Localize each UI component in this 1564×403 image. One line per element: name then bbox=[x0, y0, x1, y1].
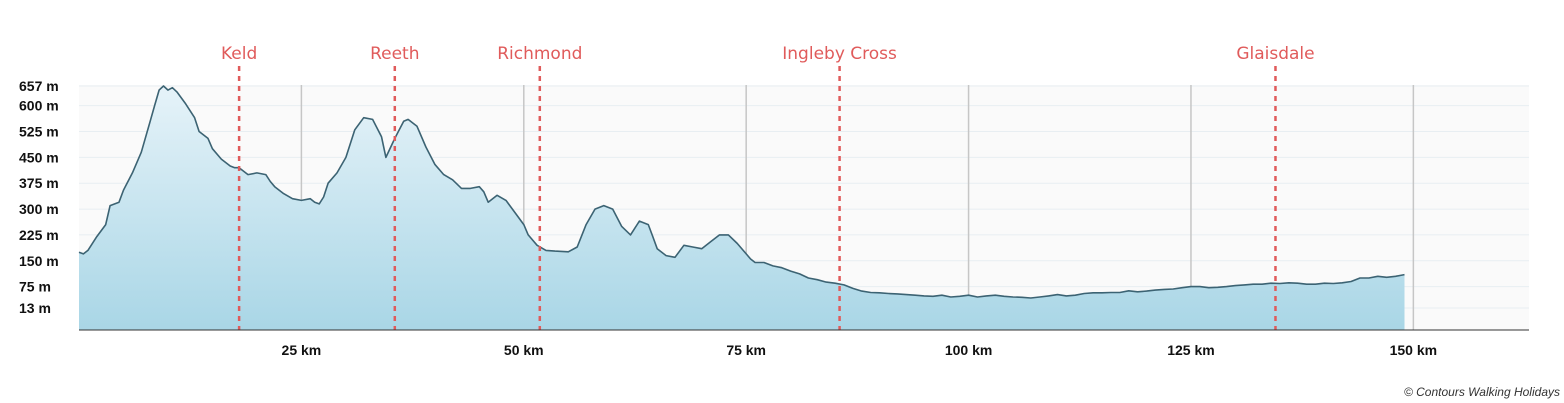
x-tick-label: 25 km bbox=[282, 342, 322, 358]
x-tick-label: 125 km bbox=[1167, 342, 1214, 358]
x-tick-label: 100 km bbox=[945, 342, 992, 358]
x-tick-label: 75 km bbox=[726, 342, 766, 358]
x-tick-label: 50 km bbox=[504, 342, 544, 358]
y-tick-label: 450 m bbox=[19, 149, 59, 165]
elevation-line bbox=[78, 85, 1405, 299]
town-label: Keld bbox=[221, 44, 257, 64]
y-tick-label: 75 m bbox=[19, 279, 51, 295]
y-tick-label: 13 m bbox=[19, 300, 51, 316]
y-tick-label: 525 m bbox=[19, 124, 59, 140]
town-label: Richmond bbox=[497, 44, 582, 64]
y-tick-label: 150 m bbox=[19, 253, 59, 269]
y-tick-label: 300 m bbox=[19, 201, 59, 217]
town-label: Glaisdale bbox=[1236, 44, 1314, 64]
y-tick-label: 657 m bbox=[19, 78, 59, 94]
y-tick-label: 600 m bbox=[19, 98, 59, 114]
town-markers: Keld Reeth Richmond Ingleby Cross Glaisdale bbox=[221, 44, 1315, 330]
town-label: Reeth bbox=[370, 44, 419, 64]
copyright-credit: © Contours Walking Holidays bbox=[1403, 385, 1560, 399]
x-axis-ticks: 25 km 50 km 75 km 100 km 125 km 150 km bbox=[282, 342, 1438, 358]
elevation-area bbox=[79, 86, 1405, 330]
y-tick-label: 375 m bbox=[19, 175, 59, 191]
town-label: Ingleby Cross bbox=[782, 44, 897, 64]
x-tick-label: 150 km bbox=[1390, 342, 1437, 358]
y-tick-label: 225 m bbox=[19, 227, 59, 243]
y-axis-ticks: 657 m 600 m 525 m 450 m 375 m 300 m 225 m 150 m… bbox=[19, 78, 59, 316]
